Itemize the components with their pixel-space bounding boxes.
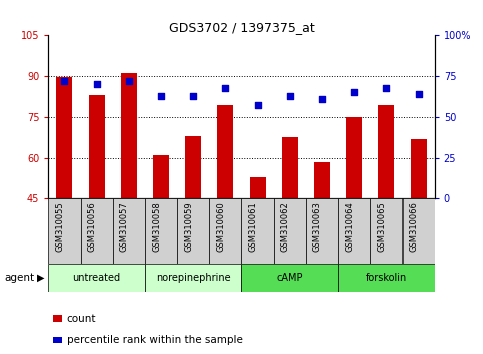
Point bbox=[415, 91, 423, 97]
Text: GSM310062: GSM310062 bbox=[281, 201, 290, 252]
Point bbox=[222, 85, 229, 90]
Bar bbox=[57, 78, 72, 198]
Bar bbox=[217, 105, 233, 198]
Text: GSM310063: GSM310063 bbox=[313, 201, 322, 252]
Text: untreated: untreated bbox=[72, 273, 121, 283]
Bar bbox=[411, 138, 426, 198]
Text: agent: agent bbox=[5, 273, 35, 283]
Bar bbox=[242, 264, 338, 292]
Bar bbox=[153, 155, 169, 198]
Bar bbox=[274, 198, 306, 264]
Bar bbox=[242, 198, 274, 264]
Text: GSM310064: GSM310064 bbox=[345, 201, 354, 252]
Bar bbox=[314, 161, 330, 198]
Bar bbox=[81, 198, 113, 264]
Bar bbox=[48, 264, 145, 292]
Bar bbox=[250, 177, 266, 198]
Bar bbox=[145, 198, 177, 264]
Bar bbox=[370, 198, 402, 264]
Bar bbox=[338, 264, 435, 292]
Bar bbox=[121, 73, 137, 198]
Bar bbox=[113, 198, 145, 264]
Bar bbox=[88, 95, 105, 198]
Bar bbox=[177, 198, 209, 264]
Text: GSM310058: GSM310058 bbox=[152, 201, 161, 252]
Text: count: count bbox=[67, 314, 96, 324]
Point bbox=[93, 81, 100, 87]
Text: norepinephrine: norepinephrine bbox=[156, 273, 230, 283]
Bar bbox=[185, 136, 201, 198]
Text: forskolin: forskolin bbox=[366, 273, 407, 283]
Text: GSM310065: GSM310065 bbox=[377, 201, 386, 252]
Text: GSM310056: GSM310056 bbox=[87, 201, 97, 252]
Bar bbox=[306, 198, 338, 264]
Bar bbox=[346, 117, 362, 198]
Point bbox=[60, 78, 68, 84]
Point bbox=[125, 78, 133, 84]
Text: GSM310057: GSM310057 bbox=[120, 201, 129, 252]
Text: GSM310055: GSM310055 bbox=[56, 201, 64, 252]
Text: GSM310066: GSM310066 bbox=[410, 201, 419, 252]
Bar bbox=[145, 264, 242, 292]
Bar bbox=[378, 105, 395, 198]
Text: percentile rank within the sample: percentile rank within the sample bbox=[67, 335, 242, 345]
Bar bbox=[282, 137, 298, 198]
Point bbox=[286, 93, 294, 98]
Text: ▶: ▶ bbox=[37, 273, 44, 283]
Text: GSM310059: GSM310059 bbox=[184, 201, 193, 252]
Text: GSM310061: GSM310061 bbox=[249, 201, 257, 252]
Bar bbox=[48, 198, 81, 264]
Point bbox=[157, 93, 165, 98]
Point bbox=[254, 103, 261, 108]
Bar bbox=[209, 198, 242, 264]
Bar bbox=[338, 198, 370, 264]
Title: GDS3702 / 1397375_at: GDS3702 / 1397375_at bbox=[169, 21, 314, 34]
Point bbox=[383, 85, 390, 90]
Point bbox=[189, 93, 197, 98]
Text: cAMP: cAMP bbox=[277, 273, 303, 283]
Point bbox=[318, 96, 326, 102]
Point bbox=[350, 90, 358, 95]
Text: GSM310060: GSM310060 bbox=[216, 201, 226, 252]
Bar bbox=[402, 198, 435, 264]
